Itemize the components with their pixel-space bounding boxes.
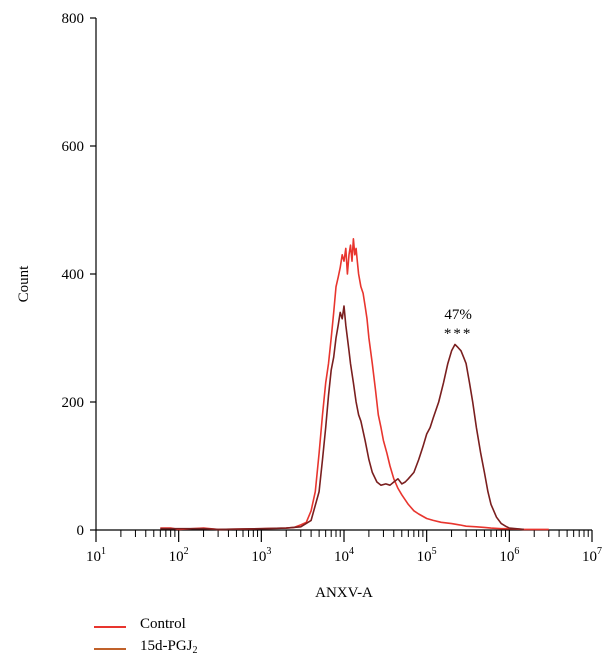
x-tick-label: 107 (582, 546, 602, 565)
legend-item-15d-pgj2: 15d-PGJ2 (94, 638, 394, 660)
y-axis-label: Count (16, 265, 32, 303)
y-tick-label: 400 (62, 267, 85, 283)
y-tick-label: 200 (62, 395, 85, 411)
x-tick-label: 104 (334, 546, 354, 565)
legend-label-15d-pgj2: 15d-PGJ2 (140, 638, 198, 656)
legend: Control 15d-PGJ2 (94, 616, 394, 662)
y-tick-label: 600 (62, 139, 85, 155)
legend-swatch-15d-pgj2 (94, 648, 126, 650)
x-tick-label: 106 (499, 546, 519, 565)
x-tick-label: 105 (417, 546, 437, 565)
series-line-control (160, 238, 549, 531)
x-tick-label: 101 (86, 546, 106, 565)
y-tick-label: 0 (77, 523, 85, 539)
x-tick-label: 102 (169, 546, 189, 565)
legend-item-control: Control (94, 616, 394, 638)
series-line-15d-pgj2 (160, 305, 524, 531)
annotation-percent: 47% (444, 307, 472, 323)
chart: 0 200 400 600 800 101 102 103 104 105 106 107 47% ***… (16, 11, 602, 601)
annotation-significance: *** (444, 326, 473, 342)
x-axis-label: ANXV-A (315, 585, 373, 601)
x-tick-label: 103 (251, 546, 271, 565)
legend-swatch-control (94, 626, 126, 628)
y-tick-label: 800 (62, 11, 85, 27)
legend-label-control: Control (140, 616, 186, 632)
